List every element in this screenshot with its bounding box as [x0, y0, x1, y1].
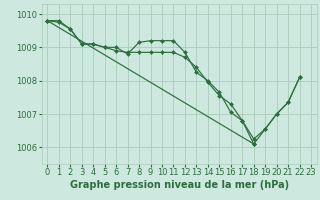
X-axis label: Graphe pression niveau de la mer (hPa): Graphe pression niveau de la mer (hPa) — [70, 180, 289, 190]
